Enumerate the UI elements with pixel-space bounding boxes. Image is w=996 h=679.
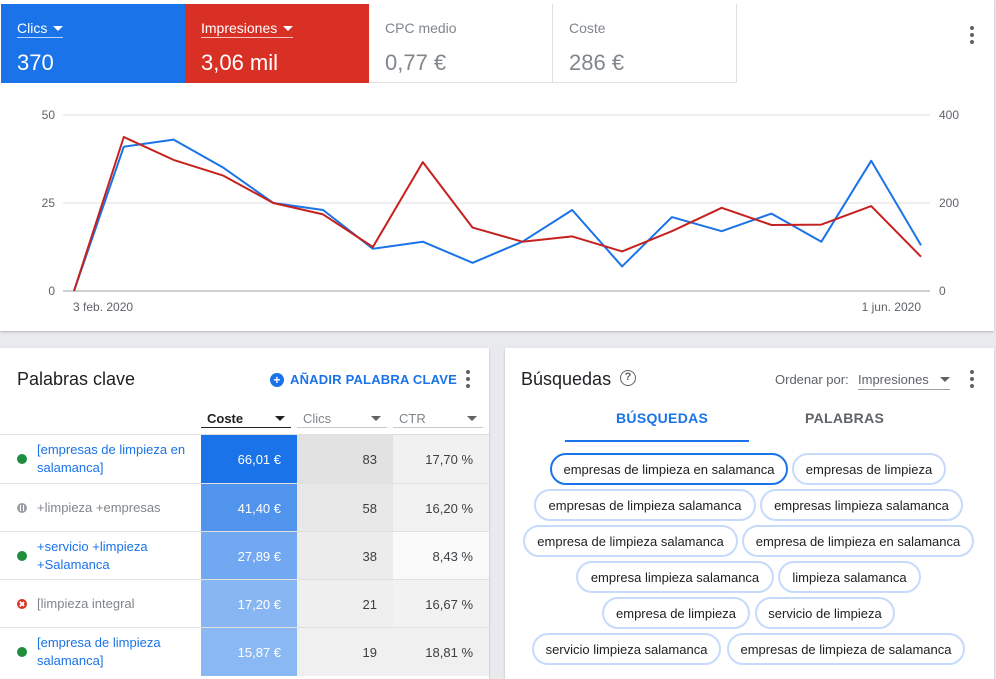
cell-clicks: 83 <box>297 435 393 483</box>
search-term-chip[interactable]: empresas de limpieza en salamanca <box>550 453 788 485</box>
performance-chart: 50 25 0 400 200 0 3 feb. 2020 1 jun. 2020 <box>42 108 960 314</box>
y-right-tick-label: 0 <box>939 284 946 298</box>
dropdown-caret-icon <box>940 377 950 382</box>
table-row[interactable]: [empresas de limpieza en salamanca] 66,01… <box>0 434 489 483</box>
cell-cost: 41,40 € <box>201 484 297 532</box>
searches-title: Búsquedas <box>521 369 612 389</box>
add-keyword-button[interactable]: + AÑADIR PALABRA CLAVE <box>270 372 457 387</box>
sort-caret-icon <box>371 416 381 421</box>
sort-caret-icon <box>275 416 285 421</box>
keyword-link[interactable]: [limpieza integral <box>37 595 135 611</box>
metric-clicks-label[interactable]: Clics <box>17 20 64 38</box>
dropdown-caret-icon <box>283 25 294 31</box>
sort-by-value: Impresiones <box>858 372 929 387</box>
cell-clicks: 19 <box>297 628 393 676</box>
search-term-chip[interactable]: servicio de limpieza <box>755 597 895 629</box>
table-row[interactable]: [empresa de limpieza salamanca] 15,87 €19… <box>0 627 489 676</box>
column-header-ctr-label: CTR <box>399 411 426 426</box>
status-enabled-icon <box>17 453 27 464</box>
y-left-tick-label: 25 <box>42 196 56 210</box>
keywords-title: Palabras clave <box>17 369 136 389</box>
column-header-ctr[interactable]: CTR <box>393 410 483 428</box>
series-line-impresiones <box>73 136 922 292</box>
more-options-icon[interactable] <box>962 25 982 45</box>
metric-avg-cpc[interactable]: CPC medio 0,77 € <box>369 4 553 83</box>
cell-clicks: 21 <box>297 580 393 628</box>
sort-by-label: Ordenar por: <box>775 372 849 387</box>
search-term-chip[interactable]: empresa de limpieza salamanca <box>523 525 738 557</box>
x-tick-label: 1 jun. 2020 <box>862 300 922 314</box>
search-term-chip[interactable]: limpieza salamanca <box>778 561 921 593</box>
cell-cost: 17,20 € <box>201 580 297 628</box>
keyword-link[interactable]: +servicio +limpieza +Salamanca <box>37 538 148 572</box>
metric-clicks[interactable]: Clics 370 <box>1 4 185 83</box>
table-row[interactable]: [limpieza integral 17,20 €21 16,67 % <box>0 579 489 628</box>
cell-clicks: 58 <box>297 484 393 532</box>
table-row[interactable]: +servicio +limpieza +Salamanca 27,89 €38 8… <box>0 531 489 580</box>
search-term-chip[interactable]: empresa de limpieza en salamanca <box>742 525 974 557</box>
add-circle-icon: + <box>270 372 284 387</box>
search-term-chip[interactable]: empresas de limpieza <box>792 453 946 485</box>
searches-card: Búsquedas ? Ordenar por: Impresiones BÚS… <box>505 348 994 679</box>
column-header-cost-label: Coste <box>207 411 244 426</box>
column-header-clicks[interactable]: Clics <box>297 410 387 428</box>
searches-more-options-icon[interactable] <box>962 369 982 389</box>
metric-cost-value: 286 € <box>569 50 625 75</box>
keywords-more-options-icon[interactable] <box>458 369 478 389</box>
search-term-chip[interactable]: empresas de limpieza salamanca <box>534 489 756 521</box>
cell-ctr: 16,20 % <box>393 484 489 532</box>
metric-cost[interactable]: Coste 286 € <box>553 4 737 83</box>
metric-cost-label: Coste <box>569 20 606 36</box>
table-row[interactable]: +limpieza +empresas 41,40 €58 16,20 % <box>0 483 489 532</box>
tab-searches[interactable]: BÚSQUEDAS <box>616 410 709 426</box>
keyword-link[interactable]: [empresa de limpieza salamanca] <box>37 634 161 668</box>
x-tick-label: 3 feb. 2020 <box>73 300 133 314</box>
metric-impressions-value: 3,06 mil <box>201 50 279 75</box>
sort-caret-icon <box>467 416 477 421</box>
cell-ctr: 8,43 % <box>393 532 489 580</box>
cell-cost: 66,01 € <box>201 435 297 483</box>
add-keyword-label: AÑADIR PALABRA CLAVE <box>290 372 457 387</box>
search-term-chip[interactable]: empresa limpieza salamanca <box>576 561 774 593</box>
metric-avg-cpc-label: CPC medio <box>385 20 457 36</box>
metric-impressions[interactable]: Impresiones 3,06 mil <box>185 4 369 83</box>
metric-clicks-value: 370 <box>17 50 54 75</box>
performance-card: Clics 370 Impresiones 3,06 mil CPC medio… <box>0 0 994 331</box>
search-term-chip[interactable]: servicio limpieza salamanca <box>532 633 721 665</box>
y-left-tick-label: 50 <box>42 108 56 122</box>
status-enabled-icon <box>17 550 27 561</box>
cell-ctr: 18,81 % <box>393 628 489 676</box>
keyword-link[interactable]: [empresas de limpieza en salamanca] <box>37 441 186 475</box>
column-header-clicks-label: Clics <box>303 411 332 426</box>
y-left-tick-label: 0 <box>48 284 55 298</box>
cell-cost: 15,87 € <box>201 628 297 676</box>
metric-avg-cpc-value: 0,77 € <box>385 50 447 75</box>
tab-words[interactable]: PALABRAS <box>805 410 885 426</box>
y-right-tick-label: 400 <box>939 108 959 122</box>
cell-ctr: 16,67 % <box>393 580 489 628</box>
series-line-clics <box>73 138 922 292</box>
cell-clicks: 38 <box>297 532 393 580</box>
keywords-card: Palabras clave + AÑADIR PALABRA CLAVE Co… <box>0 348 489 679</box>
cell-ctr: 17,70 % <box>393 435 489 483</box>
search-term-chip[interactable]: empresa de limpieza <box>602 597 750 629</box>
sort-by-dropdown[interactable]: Impresiones <box>858 372 950 390</box>
status-enabled-icon <box>17 646 27 657</box>
status-paused-icon <box>17 502 27 513</box>
tab-indicator <box>565 440 749 442</box>
search-term-chip[interactable]: empresas de limpieza de salamanca <box>727 633 965 665</box>
search-term-chip[interactable]: empresas limpieza salamanca <box>760 489 963 521</box>
keyword-link[interactable]: +limpieza +empresas <box>37 499 161 515</box>
metric-impressions-label[interactable]: Impresiones <box>201 20 294 38</box>
y-right-tick-label: 200 <box>939 196 959 210</box>
status-removed-icon <box>17 598 27 609</box>
dropdown-caret-icon <box>53 25 64 31</box>
help-icon[interactable]: ? <box>620 370 636 386</box>
cell-cost: 27,89 € <box>201 532 297 580</box>
column-header-cost[interactable]: Coste <box>201 410 291 428</box>
